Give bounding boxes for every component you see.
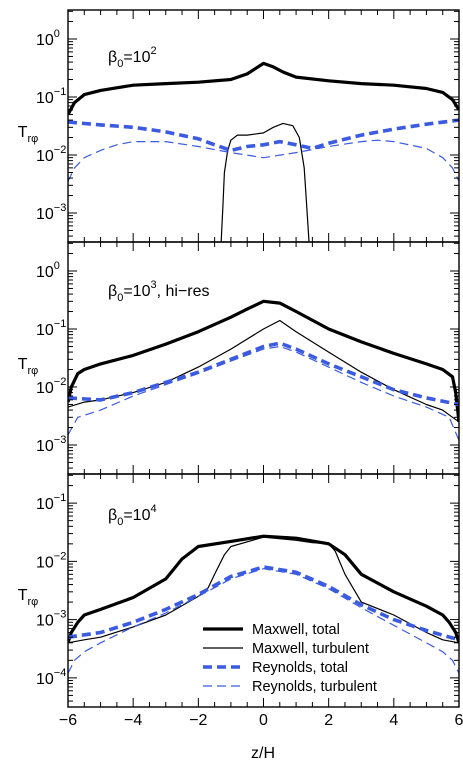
y-tick-label: 100 [36,260,60,281]
series-reynolds-total-panel-1 [68,118,459,153]
series-maxwell-turbulent-panel-3 [68,536,459,644]
y-tick-label: 10−2 [36,376,66,397]
legend-label-maxwell-total: Maxwell, total [252,622,340,638]
y-tick-label: 10−3 [36,434,66,455]
series-reynolds-total-panel-2 [68,341,459,407]
series-maxwell-turbulent-panel-2 [68,319,459,423]
panel-2: 100 10−1 10−2 10−3 [36,241,460,475]
y-tick-label: 10−3 [36,202,66,223]
legend-label-reynolds-turbulent: Reynolds, turbulent [252,679,377,695]
legend-label-maxwell-turbulent: Maxwell, turbulent [252,641,369,657]
series-maxwell-total-panel-3 [68,534,459,644]
x-tick-label: −2 [189,712,207,729]
series-reynolds-turbulent-panel-2 [68,345,459,441]
series-reynolds-total-panel-3 [68,565,459,642]
x-tick-label: 4 [389,712,398,729]
series-maxwell-total-panel-2 [68,299,459,423]
y-axis-label-panel-2: Trφ [18,356,39,377]
series-maxwell-turbulent-panel-1 [220,122,310,242]
panel-label-2: β0=103, hi−res [108,279,210,304]
x-tick-label: 0 [259,712,268,729]
series-maxwell-total-panel-1 [68,61,459,116]
panel-3: 10−1 10−2 10−3 10−4 −6 −4 −2 0 2 4 6 [36,473,463,729]
legend-label-reynolds-total: Reynolds, total [252,660,348,676]
y-tick-label: 10−1 [36,86,66,107]
y-axis-label-panel-3: Trφ [18,587,39,608]
y-tick-label: 10−2 [36,144,66,165]
x-tick-label: 2 [324,712,333,729]
panel-1: 100 10−1 10−2 10−3 [36,9,460,243]
series-reynolds-turbulent-panel-3 [68,568,459,674]
y-tick-label: 10−1 [36,492,66,513]
legend: Maxwell, total Maxwell, turbulent Reynol… [203,622,377,695]
x-axis-label: z/H [251,745,275,762]
y-tick-label: 10−3 [36,609,66,630]
panel-label-3: β0=104 [108,503,157,528]
y-tick-label: 10−2 [36,550,66,571]
panel-label-1: β0=102 [108,45,157,70]
x-tick-label: −4 [124,712,142,729]
series-reynolds-turbulent-panel-1 [68,139,459,182]
y-tick-label: 10−1 [36,318,66,339]
y-tick-label: 100 [36,28,60,49]
x-tick-label: −6 [59,712,77,729]
x-tick-label: 6 [455,712,463,729]
y-axis-label-panel-1: Trφ [18,124,39,145]
y-tick-label: 10−4 [36,667,66,688]
